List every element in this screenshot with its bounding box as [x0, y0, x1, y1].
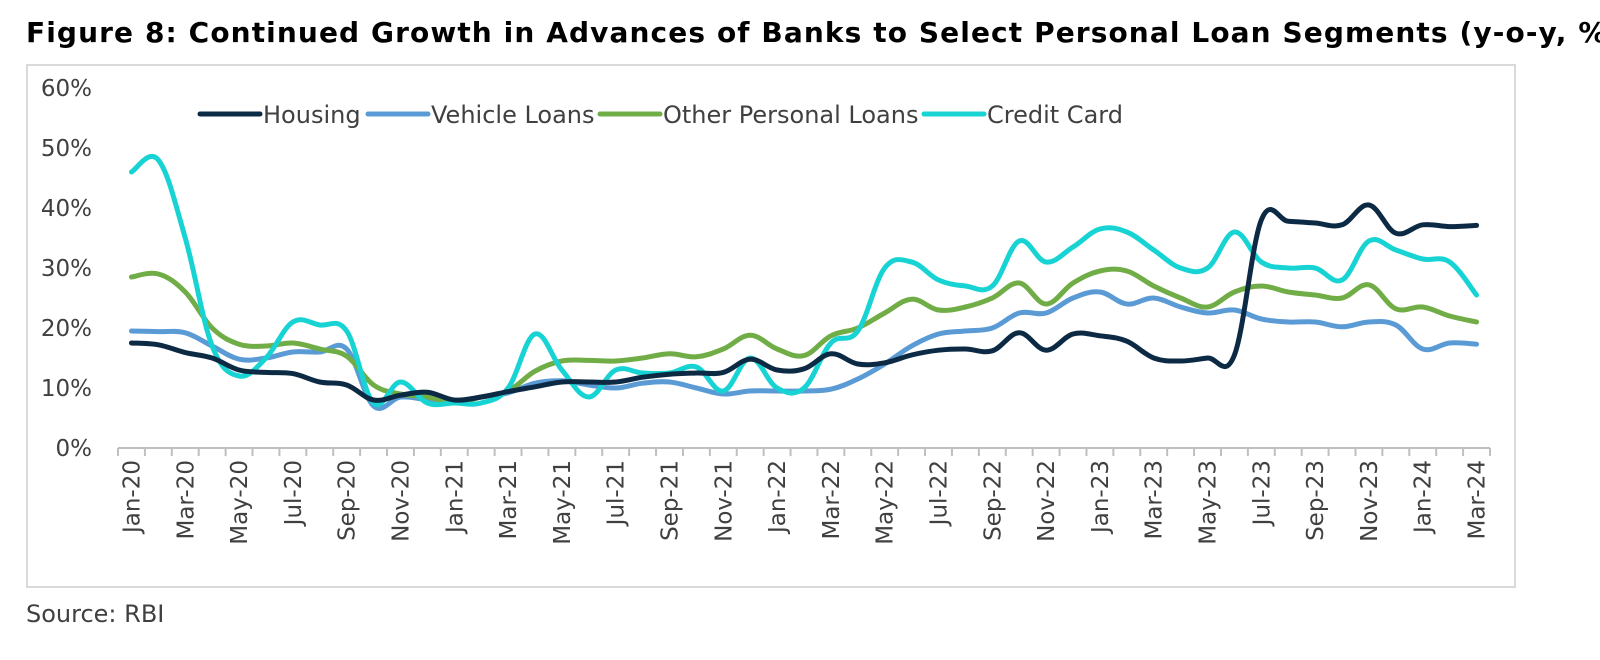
- legend-label: Housing: [263, 101, 361, 129]
- x-tick-label: Jul-23: [1249, 460, 1275, 527]
- x-tick-label: Jul-21: [604, 460, 630, 527]
- x-tick-label: Nov-21: [711, 460, 737, 542]
- series-line-housing: [128, 202, 1480, 403]
- x-tick-label: Mar-22: [819, 460, 845, 540]
- x-tick-label: May-22: [873, 460, 899, 545]
- x-tick-label: Jan-24: [1411, 460, 1437, 535]
- x-tick-label: Jan-20: [119, 460, 145, 535]
- legend-label: Vehicle Loans: [431, 101, 595, 129]
- figure-title: Figure 8: Continued Growth in Advances o…: [26, 16, 1600, 49]
- y-tick-label: 20%: [41, 316, 92, 342]
- chart-frame: [26, 64, 1516, 588]
- y-tick-label: 40%: [41, 196, 92, 222]
- x-tick-label: Sep-21: [657, 460, 683, 541]
- x-tick-label: Jan-22: [765, 460, 791, 535]
- source-note: Source: RBI: [26, 600, 165, 628]
- y-tick-label: 50%: [41, 136, 92, 162]
- x-tick-label: Sep-23: [1303, 460, 1329, 541]
- x-tick-label: Nov-20: [388, 460, 414, 542]
- series-line-credit-card: [128, 154, 1480, 408]
- legend-label: Credit Card: [987, 101, 1123, 129]
- x-tick-label: Jan-23: [1088, 460, 1114, 535]
- x-tick-label: Jan-21: [442, 460, 468, 535]
- y-tick-label: 10%: [41, 376, 92, 402]
- x-tick-label: May-20: [227, 460, 253, 545]
- line-chart: 0% 10% 20% 30% 40% 50% 60% Jan-20 Mar-20 May-20 Ju…: [41, 76, 1491, 545]
- x-tick-label: May-21: [550, 460, 576, 545]
- x-tick-label: Nov-22: [1034, 460, 1060, 542]
- y-tick-label: 0%: [56, 436, 93, 462]
- x-tick-label: Mar-20: [173, 460, 199, 540]
- y-tick-label: 60%: [41, 76, 92, 102]
- legend-label: Other Personal Loans: [663, 101, 918, 129]
- x-tick-label: Jul-22: [927, 460, 953, 527]
- x-tick-label: Sep-20: [335, 460, 361, 541]
- series-line-other-personal-loans: [128, 266, 1480, 406]
- x-tick-label: May-23: [1196, 460, 1222, 545]
- x-tick-label: Mar-21: [496, 460, 522, 540]
- x-tick-label: Sep-22: [980, 460, 1006, 541]
- x-tick-label: Nov-23: [1357, 460, 1383, 542]
- x-tick-label: Mar-24: [1465, 460, 1491, 540]
- y-tick-label: 30%: [41, 256, 92, 282]
- x-tick-label: Mar-23: [1142, 460, 1168, 540]
- x-tick-label: Jul-20: [281, 460, 307, 527]
